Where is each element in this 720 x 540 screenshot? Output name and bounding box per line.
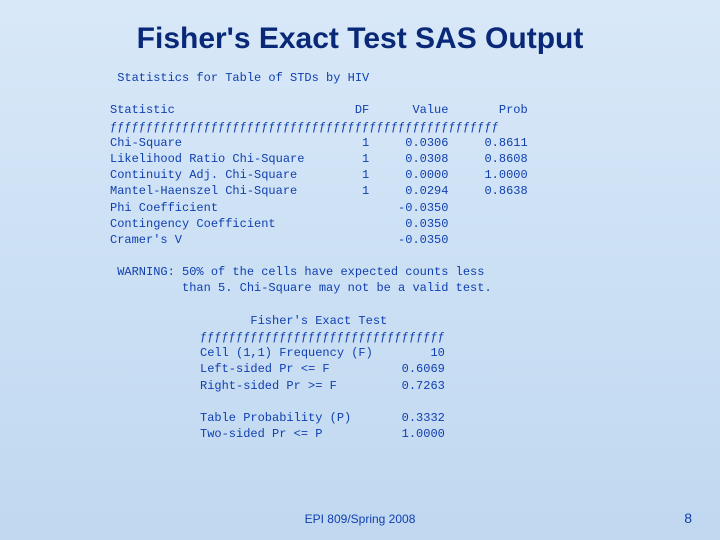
- fisher-exact-block: Fisher's Exact Test ƒƒƒƒƒƒƒƒƒƒƒƒƒƒƒƒƒƒƒƒ…: [200, 297, 720, 443]
- page-number: 8: [684, 510, 692, 526]
- slide-title: Fisher's Exact Test SAS Output: [0, 0, 720, 70]
- footer-text: EPI 809/Spring 2008: [0, 512, 720, 526]
- sas-stats-block: Statistics for Table of STDs by HIV Stat…: [110, 70, 720, 297]
